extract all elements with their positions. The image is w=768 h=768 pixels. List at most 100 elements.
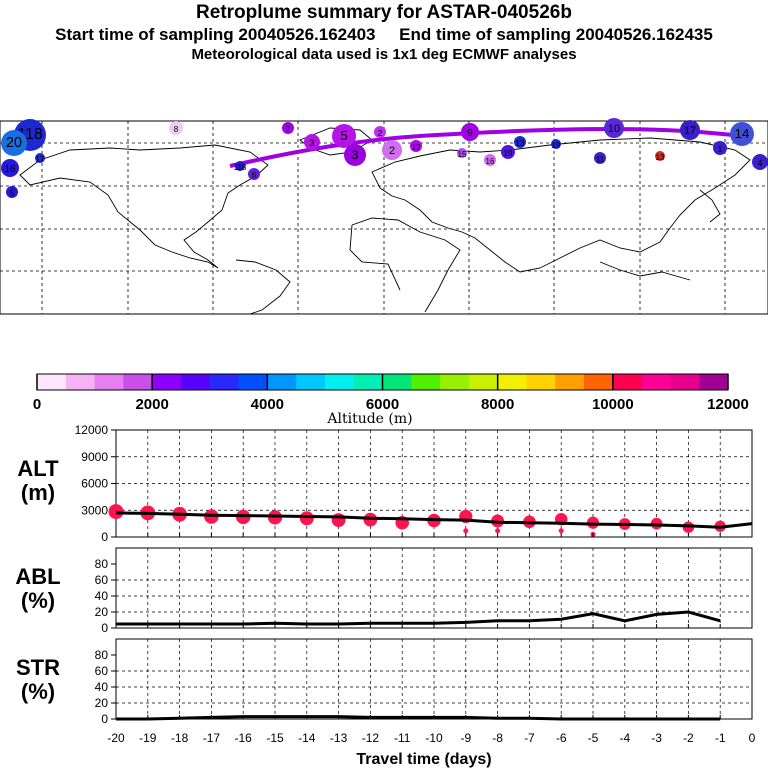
- plume-marker-label: 19: [552, 141, 561, 150]
- start-time: Start time of sampling 20040526.162403: [55, 25, 376, 44]
- colorbar-tick-label: 4000: [251, 396, 284, 413]
- colorbar-segment: [440, 374, 470, 390]
- x-tick-label: -5: [588, 731, 599, 745]
- x-tick-label: -17: [203, 731, 221, 745]
- colorbar-segment: [468, 374, 499, 390]
- y-tick-label: 60: [95, 664, 109, 678]
- colorbar-segment: [353, 374, 383, 390]
- chart-title: Retroplume summary for ASTAR-040526b: [196, 2, 572, 23]
- colorbar-axis-label: Altitude (m): [326, 411, 412, 427]
- sampling-times: Start time of sampling 20040526.162403 E…: [0, 25, 768, 45]
- plume-marker-label: 11: [596, 155, 605, 164]
- plume-marker-label: 9: [467, 128, 473, 139]
- y-tick-label: 6000: [81, 477, 108, 491]
- y-tick-label: 0: [101, 712, 108, 726]
- x-tick-label: -10: [425, 731, 443, 745]
- cluster-point: [331, 513, 346, 527]
- colorbar-tick-label: 12000: [707, 396, 749, 413]
- plume-marker-label: 17: [36, 155, 45, 164]
- plume-marker-label: 2: [389, 145, 395, 157]
- x-tick-label: -8: [492, 731, 503, 745]
- plume-marker: [594, 152, 606, 164]
- meteo-note: Meteorological data used is 1x1 deg ECMW…: [191, 46, 577, 63]
- colorbar-segment: [209, 374, 240, 390]
- plume-marker: [752, 154, 768, 170]
- cluster-point: [558, 528, 564, 534]
- x-tick-label: -9: [460, 731, 471, 745]
- series-line: [116, 610, 721, 626]
- plume-marker: [374, 126, 386, 138]
- plume-marker-label: 10: [608, 123, 620, 135]
- plume-marker-label: 16: [5, 164, 16, 175]
- altitude-colorbar: 0 2000 4000 6000 8000 10000 12000 Altitude (m): [33, 373, 749, 427]
- plume-marker-label: 19: [504, 149, 513, 158]
- colorbar-segment: [699, 374, 729, 390]
- plume-marker-label: 17: [684, 125, 696, 137]
- x-tick-label: -1: [715, 731, 726, 745]
- y-tick-label: 80: [95, 557, 109, 571]
- x-tick-label: -6: [556, 731, 567, 745]
- colorbar-segment: [152, 374, 182, 390]
- plume-marker: [332, 124, 356, 148]
- colorbar-tick-label: 0: [33, 396, 41, 413]
- y-tick-label: 0: [101, 530, 108, 544]
- x-tick-label: -12: [362, 731, 380, 745]
- colorbar-segment: [382, 374, 412, 390]
- plume-marker: [344, 144, 366, 166]
- x-tick-label: -19: [139, 731, 157, 745]
- plume-marker-label: 3: [310, 138, 315, 148]
- y-tick-label: 20: [95, 605, 109, 619]
- colorbar-segment: [324, 374, 355, 390]
- plume-marker: [484, 154, 496, 166]
- colorbar-segment: [526, 374, 556, 390]
- plume-marker: [713, 141, 727, 155]
- plume-marker: [382, 140, 402, 160]
- plume-marker-label: 5: [340, 128, 347, 143]
- x-tick-label: -15: [266, 731, 284, 745]
- x-tick-label: 0: [749, 731, 756, 745]
- y-tick-label: 3000: [81, 503, 108, 517]
- x-tick-label: -18: [171, 731, 189, 745]
- plume-marker: [655, 151, 665, 161]
- y-tick-label: 9000: [81, 450, 108, 464]
- colorbar-tick-label: 10000: [592, 396, 634, 413]
- colorbar-segment: [65, 374, 96, 390]
- colorbar-segment: [94, 374, 124, 390]
- map-graticule: [0, 121, 768, 314]
- colorbar-segment: [641, 374, 671, 390]
- y-axis-unit: (%): [21, 679, 55, 704]
- plume-marker-label: 12: [412, 143, 421, 152]
- x-tick-label: -2: [683, 731, 694, 745]
- end-time: End time of sampling 20040526.162435: [399, 25, 713, 44]
- cluster-point: [108, 504, 124, 520]
- colorbar-segment: [670, 374, 700, 390]
- plume-marker-label: 13: [516, 139, 525, 148]
- plume-marker-label: 16: [486, 157, 495, 166]
- colorbar-segment: [411, 374, 441, 390]
- plume-marker: [169, 121, 183, 135]
- plume-marker-label: 13: [656, 153, 665, 162]
- panel-alt: 12000 9000 6000 3000 0 ALT(m): [17, 423, 753, 544]
- plume-marker: [551, 139, 561, 149]
- plume-marker: [461, 123, 479, 141]
- plume-marker-label: 118: [234, 163, 247, 172]
- x-axis-label: Travel time (days): [356, 751, 491, 768]
- plume-marker: [514, 136, 526, 148]
- x-tick-label: -16: [235, 731, 253, 745]
- plume-marker: [730, 122, 754, 146]
- plume-marker-label: 8: [174, 125, 179, 134]
- plume-marker-label: 6: [252, 171, 257, 180]
- panel-abl: 80 60 40 20 0 ABL(%): [15, 547, 753, 635]
- y-axis-label: ALT: [17, 456, 59, 481]
- y-tick-label: 40: [95, 589, 109, 603]
- colorbar-segment: [555, 374, 585, 390]
- x-tick-label: -3: [651, 731, 662, 745]
- colorbar-tick-label: 2000: [135, 396, 168, 413]
- x-tick-label: -11: [394, 731, 411, 745]
- y-tick-label: 60: [95, 573, 109, 587]
- plume-marker: [1, 159, 19, 177]
- plume-marker-label: 15: [458, 150, 467, 159]
- plume-marker: [304, 134, 320, 150]
